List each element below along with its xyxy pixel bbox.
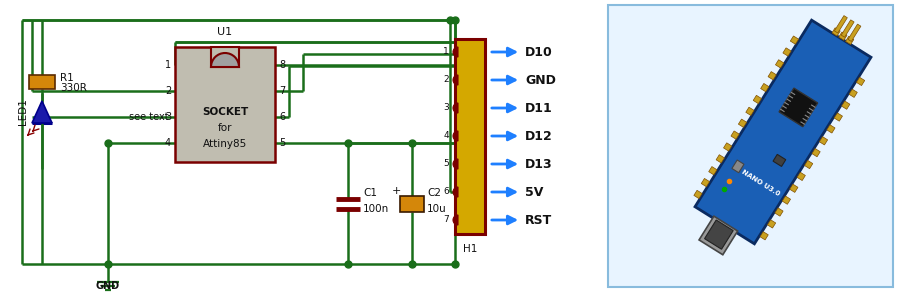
Polygon shape [708,166,717,175]
Polygon shape [782,196,790,204]
Polygon shape [724,143,732,151]
Text: 4: 4 [165,138,171,148]
Text: U1: U1 [218,27,232,37]
Text: 100n: 100n [363,204,389,213]
Text: 5V: 5V [525,185,544,199]
Polygon shape [839,32,847,40]
Text: 6: 6 [279,112,285,122]
Text: GND: GND [525,74,556,86]
Polygon shape [790,36,798,44]
Polygon shape [731,131,739,139]
Polygon shape [819,137,828,145]
Text: C2: C2 [427,189,441,199]
Text: 5: 5 [279,138,285,148]
Polygon shape [694,190,702,199]
Polygon shape [857,77,865,86]
Text: 10u: 10u [427,204,446,213]
Text: D11: D11 [525,102,553,114]
Polygon shape [827,125,835,133]
Text: LED1: LED1 [18,99,28,126]
Text: 2: 2 [444,76,449,84]
Text: H1: H1 [463,244,477,254]
Polygon shape [695,20,871,244]
Wedge shape [211,53,239,67]
Polygon shape [776,60,784,68]
Polygon shape [746,107,754,115]
Text: C1: C1 [363,189,377,199]
Polygon shape [845,36,854,45]
Polygon shape [779,88,818,127]
Polygon shape [812,149,820,157]
Polygon shape [775,208,783,216]
Polygon shape [705,220,734,249]
Text: RST: RST [525,213,553,227]
Polygon shape [834,15,847,33]
Wedge shape [453,131,458,141]
Polygon shape [832,28,841,36]
Text: 1: 1 [443,48,449,56]
Text: D10: D10 [525,46,553,58]
Polygon shape [849,89,858,98]
Wedge shape [453,47,458,57]
Polygon shape [32,101,52,123]
Polygon shape [753,95,761,104]
Text: 3: 3 [165,112,171,122]
Text: 1: 1 [165,60,171,70]
Text: NANO U3.0: NANO U3.0 [741,169,781,197]
Text: 7: 7 [443,215,449,225]
Text: see text: see text [130,112,169,122]
Polygon shape [789,184,798,192]
Wedge shape [453,103,458,113]
Polygon shape [760,232,769,240]
Text: 7: 7 [279,86,285,96]
Wedge shape [453,75,458,85]
Polygon shape [834,113,842,121]
Text: Attiny85: Attiny85 [202,139,248,149]
Text: 4: 4 [444,131,449,140]
Text: SOCKET: SOCKET [202,107,248,117]
Polygon shape [797,172,806,180]
Text: GND: GND [96,281,120,291]
Bar [455,39,485,234]
Polygon shape [701,178,709,187]
Polygon shape [783,48,791,56]
Polygon shape [768,72,777,80]
Text: 330R: 330R [60,83,87,93]
Text: 5: 5 [443,159,449,168]
Text: D12: D12 [525,129,553,142]
Polygon shape [842,20,854,37]
Text: R1: R1 [60,73,74,83]
Polygon shape [773,154,786,166]
Polygon shape [716,155,725,163]
Wedge shape [453,215,458,225]
Text: 3: 3 [443,103,449,112]
Wedge shape [453,187,458,197]
Polygon shape [738,119,747,127]
Text: +: + [392,187,400,197]
Text: 8: 8 [279,60,285,70]
Bar [608,5,893,287]
Polygon shape [848,24,861,41]
Polygon shape [768,220,776,228]
Wedge shape [453,159,458,169]
Polygon shape [805,160,813,169]
Text: D13: D13 [525,157,553,171]
Text: 2: 2 [165,86,171,96]
Text: 6: 6 [443,187,449,197]
Bar [175,47,275,162]
Bar [400,196,424,211]
Polygon shape [699,216,738,255]
Bar [29,75,55,89]
Text: for: for [218,123,232,133]
Bar [211,47,239,67]
Polygon shape [732,160,744,173]
Polygon shape [760,84,769,92]
Polygon shape [842,101,850,109]
